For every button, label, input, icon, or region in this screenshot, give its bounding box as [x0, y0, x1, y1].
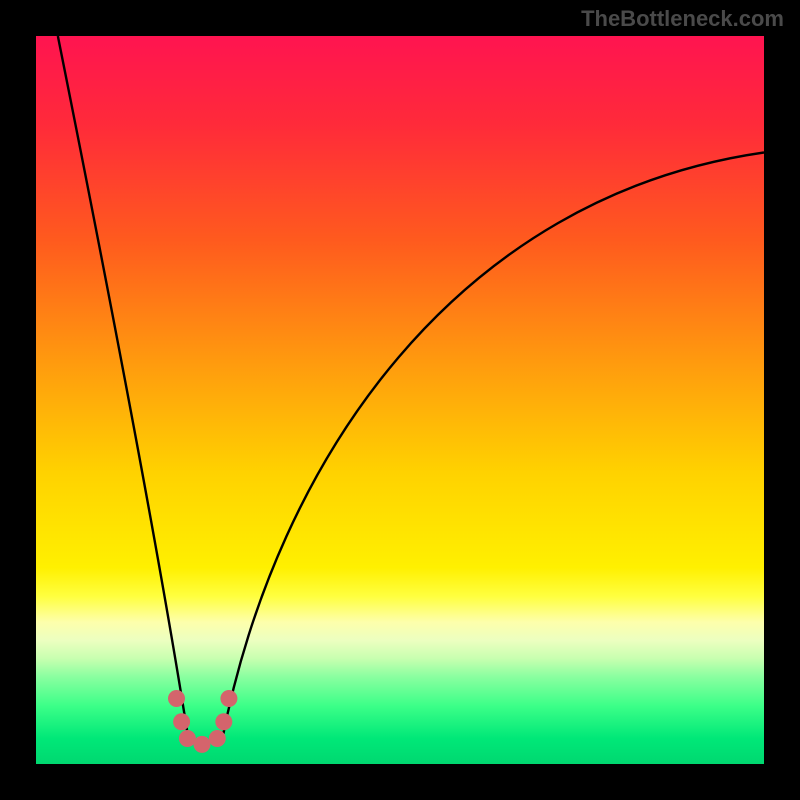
watermark-text: TheBottleneck.com — [581, 6, 784, 32]
marker-point — [220, 690, 237, 707]
chart-root: TheBottleneck.com — [0, 0, 800, 800]
marker-point — [209, 730, 226, 747]
marker-point — [179, 730, 196, 747]
marker-point — [173, 713, 190, 730]
marker-point — [215, 713, 232, 730]
plot-svg — [36, 36, 764, 764]
plot-background — [36, 36, 764, 764]
plot-area — [36, 36, 764, 764]
marker-point — [168, 690, 185, 707]
marker-point — [193, 736, 210, 753]
